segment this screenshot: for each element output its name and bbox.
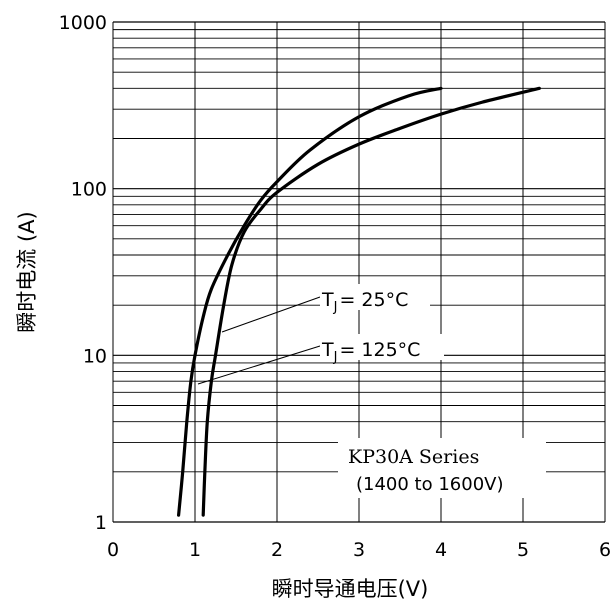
x-tick-label: 2 xyxy=(271,539,283,561)
tj25-leader-line xyxy=(221,296,321,333)
x-tick-label: 1 xyxy=(189,539,201,561)
tj25-label: TJ = 25°C xyxy=(321,289,408,315)
x-axis-label: 瞬时导通电压(V) xyxy=(272,577,429,601)
tj25-label-bg xyxy=(320,284,430,310)
x-tick-label: 5 xyxy=(517,539,529,561)
tj125-label-bg xyxy=(320,334,444,360)
tj125-label: TJ = 125°C xyxy=(321,339,420,365)
y-tick-label: 100 xyxy=(71,179,107,201)
series-subtitle: (1400 to 1600V) xyxy=(356,474,504,495)
y-tick-label: 10 xyxy=(83,345,107,367)
series-title: KP30A Series xyxy=(348,446,479,468)
series-line-tj125 xyxy=(201,86,541,517)
x-tick-label: 0 xyxy=(107,539,119,561)
series-line-tj25 xyxy=(177,86,443,517)
x-tick-label: 3 xyxy=(353,539,365,561)
curves xyxy=(177,86,541,517)
x-tick-label: 6 xyxy=(599,539,611,561)
tj125-leader-line xyxy=(197,345,321,385)
x-tick-label: 4 xyxy=(435,539,447,561)
series-label-box xyxy=(338,438,546,498)
y-tick-label: 1 xyxy=(95,512,107,534)
y-tick-label: 1000 xyxy=(59,12,107,34)
y-axis-label: 瞬时电流 (A) xyxy=(15,211,39,332)
